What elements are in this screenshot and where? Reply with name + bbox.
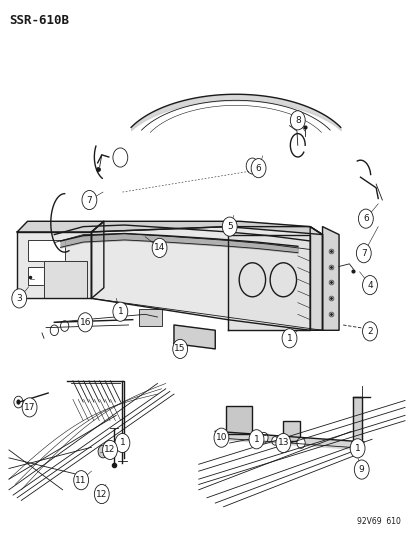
Polygon shape [227, 235, 309, 330]
Text: 3: 3 [17, 294, 22, 303]
Polygon shape [309, 227, 322, 330]
Circle shape [271, 437, 278, 445]
Text: 6: 6 [362, 214, 368, 223]
Circle shape [362, 322, 377, 341]
Circle shape [362, 276, 377, 295]
Polygon shape [173, 325, 215, 349]
Circle shape [275, 433, 290, 453]
Text: 12: 12 [104, 446, 116, 455]
Text: 6: 6 [255, 164, 261, 173]
Circle shape [113, 302, 128, 321]
Circle shape [354, 460, 368, 479]
Text: 13: 13 [277, 439, 288, 448]
Text: 92V69  610: 92V69 610 [356, 517, 400, 526]
Text: 15: 15 [174, 344, 185, 353]
Circle shape [78, 313, 93, 332]
Text: 1: 1 [119, 439, 125, 448]
Circle shape [98, 445, 108, 458]
Polygon shape [215, 431, 363, 450]
Circle shape [152, 238, 166, 257]
Text: 14: 14 [154, 244, 165, 253]
Circle shape [17, 399, 21, 405]
Circle shape [214, 428, 228, 447]
Text: 8: 8 [294, 116, 300, 125]
Text: 1: 1 [286, 334, 292, 343]
Polygon shape [91, 221, 322, 235]
Polygon shape [322, 227, 338, 330]
Circle shape [249, 430, 263, 449]
Circle shape [358, 209, 373, 228]
Text: 10: 10 [215, 433, 227, 442]
Polygon shape [353, 397, 361, 450]
Text: 16: 16 [79, 318, 91, 327]
Text: 7: 7 [360, 249, 366, 258]
Circle shape [94, 484, 109, 504]
Polygon shape [91, 227, 322, 330]
Text: 7: 7 [86, 196, 92, 205]
Circle shape [259, 432, 268, 443]
Text: 11: 11 [75, 476, 87, 484]
Circle shape [50, 325, 58, 336]
FancyBboxPatch shape [225, 406, 252, 434]
Text: 4: 4 [366, 280, 372, 289]
Circle shape [82, 190, 97, 209]
Circle shape [251, 159, 266, 177]
FancyBboxPatch shape [27, 240, 64, 261]
Text: 1: 1 [117, 307, 123, 316]
Circle shape [102, 440, 117, 459]
FancyBboxPatch shape [139, 309, 161, 326]
Text: SSR-610B: SSR-610B [9, 14, 69, 27]
Circle shape [14, 396, 23, 408]
Text: 17: 17 [24, 403, 35, 412]
Circle shape [12, 289, 26, 308]
Circle shape [115, 433, 130, 453]
Text: 1: 1 [253, 435, 259, 444]
Circle shape [222, 217, 237, 236]
Polygon shape [17, 221, 104, 232]
Text: 1: 1 [354, 444, 360, 453]
Circle shape [296, 438, 304, 448]
Circle shape [281, 329, 296, 348]
Text: 12: 12 [96, 489, 107, 498]
Circle shape [364, 322, 375, 336]
FancyBboxPatch shape [27, 266, 50, 285]
Circle shape [290, 111, 304, 130]
Polygon shape [91, 221, 104, 298]
Circle shape [356, 244, 370, 263]
Circle shape [74, 471, 88, 490]
Circle shape [172, 340, 187, 359]
Circle shape [60, 321, 69, 332]
FancyBboxPatch shape [282, 421, 299, 441]
Polygon shape [44, 261, 87, 298]
Circle shape [349, 439, 364, 458]
Polygon shape [17, 232, 91, 298]
Circle shape [22, 398, 37, 417]
Text: 2: 2 [366, 327, 372, 336]
Text: 5: 5 [226, 222, 232, 231]
Text: 9: 9 [358, 465, 364, 474]
